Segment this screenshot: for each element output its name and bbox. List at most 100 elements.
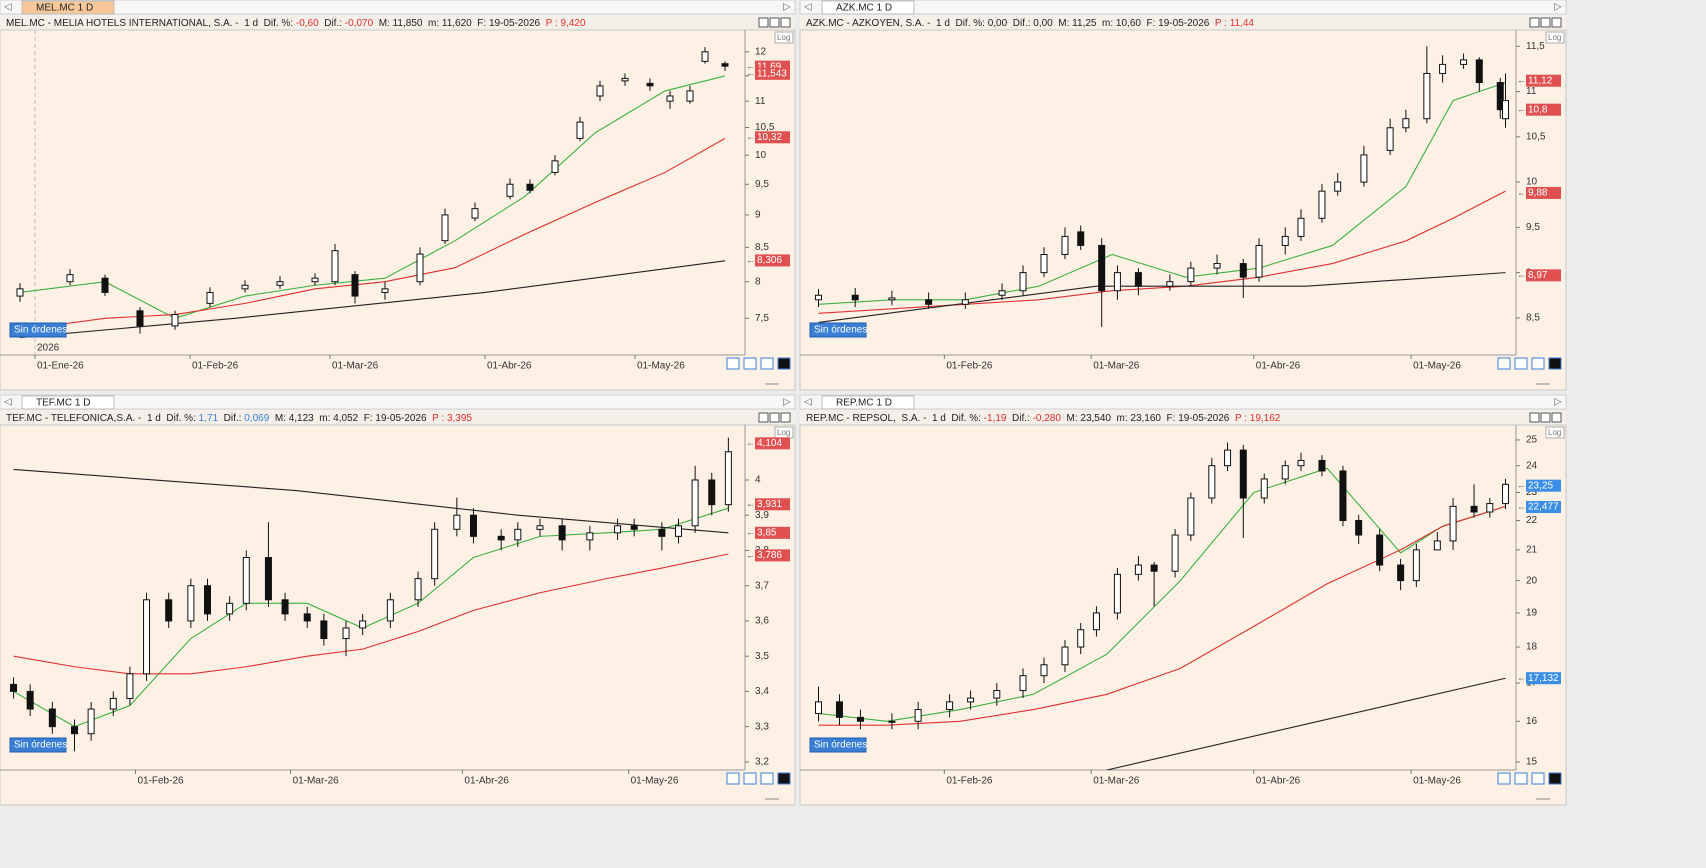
- toolbar-icon[interactable]: [777, 357, 791, 370]
- info-segment: 1,71: [199, 413, 219, 424]
- price-tag-label: 11,69: [757, 61, 782, 72]
- candle-body: [1019, 272, 1027, 292]
- candle-body: [381, 288, 389, 293]
- candle-body: [1475, 59, 1483, 84]
- toolbar-icon[interactable]: [1531, 357, 1545, 370]
- window-button[interactable]: [769, 17, 780, 28]
- toolbar-icon[interactable]: [1514, 357, 1528, 370]
- candle-body: [630, 525, 638, 530]
- tab-strip: [799, 394, 1567, 410]
- window-button[interactable]: [1551, 17, 1562, 28]
- candle-body: [1187, 497, 1195, 536]
- window-button[interactable]: [1540, 17, 1551, 28]
- info-segment: 0,069: [244, 413, 269, 424]
- price-tag: [1526, 479, 1561, 492]
- candle-body: [1297, 459, 1305, 467]
- candle-body: [914, 709, 922, 722]
- window-button[interactable]: [1540, 412, 1551, 423]
- orders-button[interactable]: [9, 322, 67, 338]
- log-label[interactable]: Log: [1548, 428, 1561, 437]
- log-label[interactable]: Log: [777, 428, 790, 437]
- y-tick-label: 8,5: [1526, 313, 1540, 324]
- candle-body: [558, 525, 566, 541]
- log-label[interactable]: Log: [1548, 33, 1561, 42]
- window-button[interactable]: [758, 412, 769, 423]
- tab-strip: [799, 0, 1567, 15]
- toolbar-icon[interactable]: [1497, 357, 1511, 370]
- toolbar-icon[interactable]: [760, 772, 774, 785]
- orders-label[interactable]: Sin órdenes: [814, 325, 867, 336]
- candle-body: [1386, 127, 1394, 151]
- tab[interactable]: [21, 395, 115, 410]
- candle-body: [126, 673, 134, 699]
- candle-body: [686, 90, 694, 102]
- info-segment: -0,60: [296, 18, 319, 29]
- toolbar-icon[interactable]: [1548, 357, 1562, 370]
- window-button[interactable]: [780, 412, 791, 423]
- log-button[interactable]: [1545, 426, 1565, 439]
- chart-panel: ◁ ▷ MEL.MC 1 D MEL.MC - MELIA HOTELS INTERN…: [0, 0, 796, 391]
- candle-body: [1040, 254, 1048, 274]
- window-button[interactable]: [758, 17, 769, 28]
- moving-average: [19, 75, 726, 319]
- window-button[interactable]: [769, 412, 780, 423]
- candle-body: [1077, 629, 1085, 648]
- orders-button[interactable]: [809, 737, 867, 753]
- tab-label[interactable]: MEL.MC 1 D: [36, 3, 93, 14]
- orders-button[interactable]: [9, 737, 67, 753]
- tab-strip: [0, 0, 796, 15]
- y-tick-label: 11: [755, 96, 766, 107]
- toolbar-icon[interactable]: [726, 357, 740, 370]
- toolbar-icon[interactable]: [743, 357, 757, 370]
- toolbar-icon[interactable]: [726, 772, 740, 785]
- toolbar-icon[interactable]: [743, 772, 757, 785]
- x-tick-label: 01-Mar-26: [1093, 361, 1140, 372]
- candle-body: [1061, 646, 1069, 666]
- tag-arrow: ←: [1517, 75, 1526, 85]
- orders-label[interactable]: Sin órdenes: [14, 325, 67, 336]
- tab-label[interactable]: TEF.MC 1 D: [36, 398, 90, 409]
- candle-body: [1150, 564, 1158, 572]
- tab[interactable]: [21, 0, 115, 15]
- candle-body: [526, 183, 534, 191]
- window-button[interactable]: [1551, 412, 1562, 423]
- plot: [10, 437, 732, 752]
- toolbar-icon[interactable]: [760, 357, 774, 370]
- candle-body: [1439, 63, 1447, 74]
- window-button[interactable]: [780, 17, 791, 28]
- toolbar-icon[interactable]: [1497, 772, 1511, 785]
- toolbar-icon[interactable]: [1548, 772, 1562, 785]
- tab-arrow: ◁: [804, 2, 812, 13]
- tab[interactable]: [821, 395, 915, 410]
- toolbar-icon[interactable]: [777, 772, 791, 785]
- info-segment: P : 11,44: [1215, 18, 1255, 29]
- window-button[interactable]: [1529, 412, 1540, 423]
- tab-label[interactable]: REP.MC 1 D: [836, 398, 892, 409]
- window-button[interactable]: [1529, 17, 1540, 28]
- candle-body: [856, 716, 864, 722]
- toolbar-icon[interactable]: [1514, 772, 1528, 785]
- toolbar-icon[interactable]: [1531, 772, 1545, 785]
- y-tick-label: 8,5: [755, 242, 769, 253]
- info-segment: Dif.:: [218, 413, 244, 424]
- log-button[interactable]: [1545, 31, 1565, 44]
- candle-body: [596, 85, 604, 97]
- y-tick-label: 11,5: [1526, 41, 1545, 52]
- tag-arrow: ←: [1517, 270, 1526, 280]
- orders-label[interactable]: Sin órdenes: [14, 740, 67, 751]
- candle-body: [70, 726, 78, 735]
- plot-area: [799, 424, 1567, 806]
- log-label[interactable]: Log: [777, 33, 790, 42]
- log-button[interactable]: [774, 31, 794, 44]
- y-tick-label: 3,7: [755, 580, 769, 591]
- tab[interactable]: [821, 0, 915, 15]
- candle-body: [724, 451, 732, 506]
- candle-body: [851, 294, 859, 301]
- tag-arrow: ←: [746, 132, 755, 142]
- x-tick-label: 01-Ene-26: [37, 361, 84, 372]
- tab-label[interactable]: AZK.MC 1 D: [836, 3, 892, 14]
- orders-label[interactable]: Sin órdenes: [814, 740, 867, 751]
- orders-button[interactable]: [809, 322, 867, 338]
- chart-panel: ◁ ▷ TEF.MC 1 D TEF.MC - TELEFONICA,S.A. - 1…: [0, 394, 796, 806]
- candle-body: [1496, 82, 1504, 111]
